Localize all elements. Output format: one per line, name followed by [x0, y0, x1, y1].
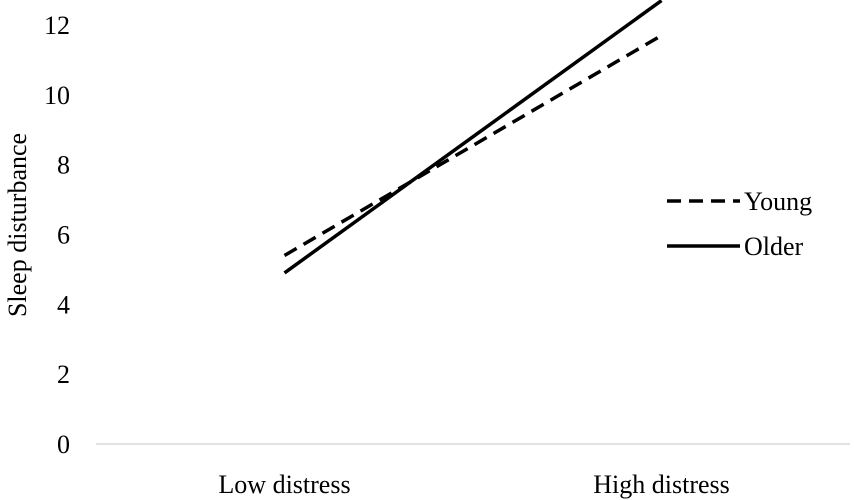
y-tick-label: 4 — [57, 290, 70, 319]
x-tick-label: High distress — [593, 470, 730, 499]
series-layer — [283, 0, 663, 275]
legend: Young Older — [667, 187, 812, 261]
x-tick-label: Low distress — [218, 470, 350, 499]
y-axis-ticks: 0 2 4 6 8 10 12 — [44, 11, 70, 459]
y-tick-label: 6 — [57, 221, 70, 250]
y-tick-label: 12 — [44, 11, 70, 40]
y-axis-title: Sleep disturbance — [3, 133, 32, 317]
y-tick-label: 2 — [57, 360, 70, 389]
x-axis-ticks: Low distress High distress — [218, 470, 729, 499]
y-tick-label: 8 — [57, 151, 70, 180]
y-tick-label: 10 — [44, 81, 70, 110]
series-line-young — [283, 33, 663, 257]
series-line-older — [283, 0, 663, 275]
legend-label-young: Young — [744, 187, 812, 216]
y-tick-label: 0 — [57, 430, 70, 459]
legend-label-older: Older — [744, 232, 804, 261]
